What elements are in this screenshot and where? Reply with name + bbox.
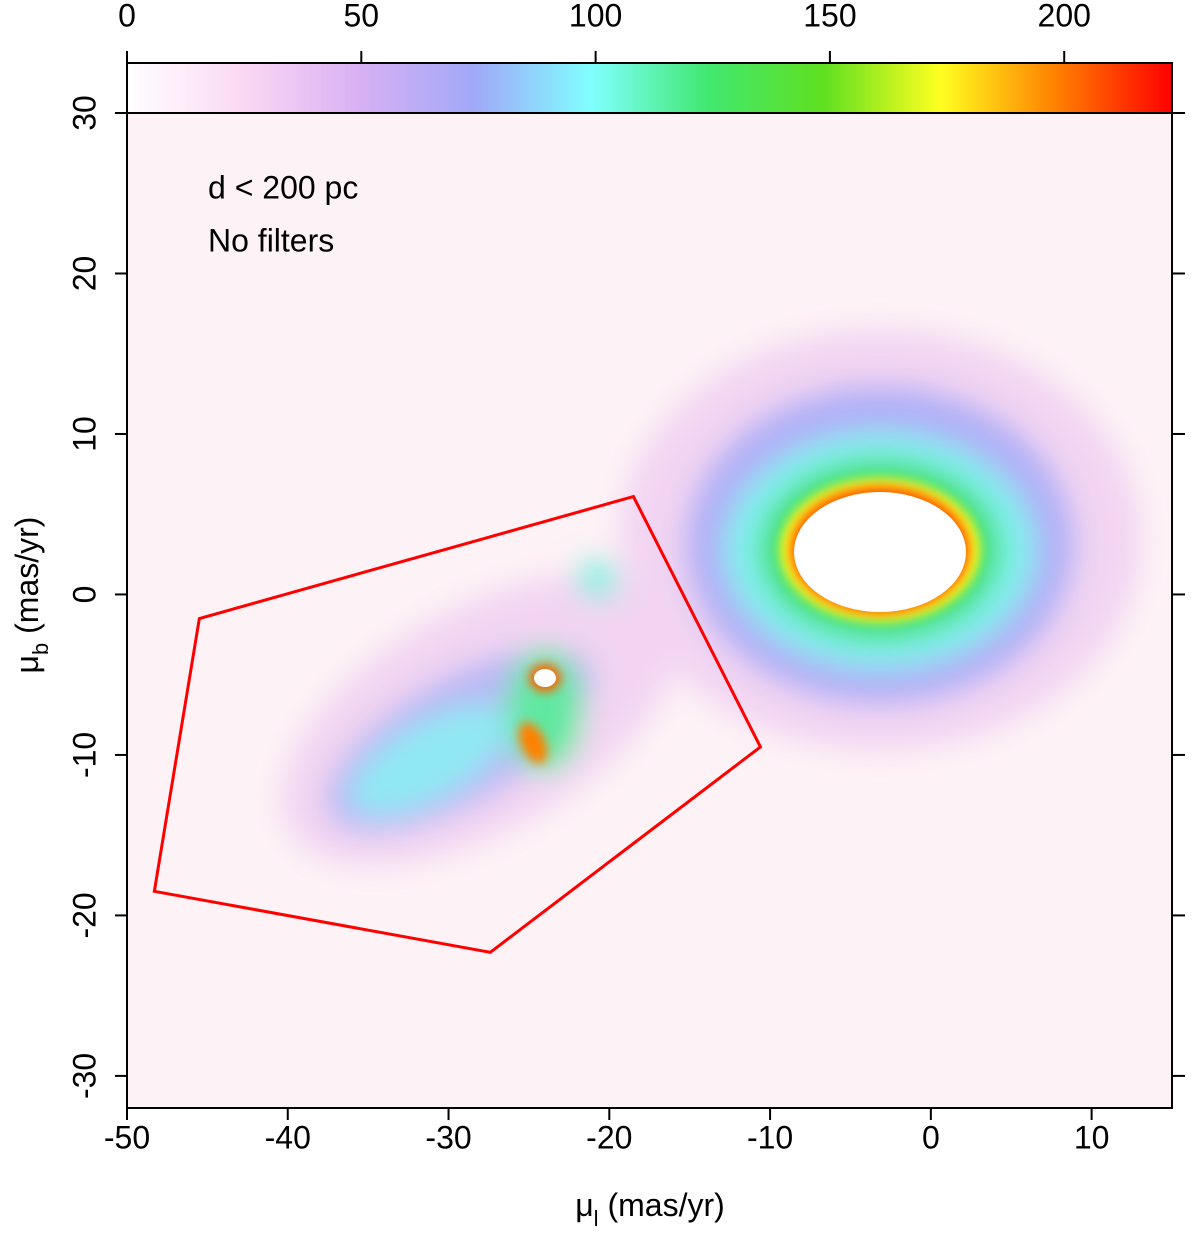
x-tick-label: -50: [104, 1119, 150, 1155]
annotation: No filters: [208, 222, 334, 258]
y-tick-label: 20: [66, 256, 102, 292]
axis-label-part: μ: [9, 655, 45, 673]
x-tick-label: -40: [265, 1119, 311, 1155]
x-tick-label: -10: [747, 1119, 793, 1155]
axis-label-part: (mas/yr): [599, 1187, 725, 1223]
colorbar-tick-label: 50: [344, 0, 380, 33]
axis-label-part: l: [594, 1206, 599, 1231]
y-tick-label: 10: [66, 416, 102, 452]
x-tick-label: -20: [586, 1119, 632, 1155]
y-tick-label: 0: [66, 586, 102, 604]
y-tick-label: -20: [66, 892, 102, 938]
y-tick-label: -10: [66, 732, 102, 778]
colorbar-tick-label: 200: [1038, 0, 1091, 33]
colorbar-tick-label: 100: [569, 0, 622, 33]
x-tick-label: 0: [922, 1119, 940, 1155]
density-field: [281, 330, 1140, 866]
colorbar-tick-label: 0: [118, 0, 136, 33]
y-tick-label: 30: [66, 95, 102, 131]
x-axis-label: μl (mas/yr): [575, 1187, 725, 1231]
x-tick-label: -30: [425, 1119, 471, 1155]
axis-label-part: b: [28, 643, 53, 655]
axis-label-part: μ: [575, 1187, 593, 1223]
selection-polygon: [152, 494, 763, 954]
x-tick-label: 10: [1074, 1119, 1110, 1155]
y-tick-label: -30: [66, 1053, 102, 1099]
y-axis-label: μb (mas/yr): [9, 517, 53, 674]
axis-label-part: (mas/yr): [9, 517, 45, 643]
plot-frame: [126, 112, 1173, 1109]
annotation: d < 200 pc: [208, 169, 358, 205]
colorbar: [126, 62, 1173, 114]
colorbar-tick-label: 150: [803, 0, 856, 33]
